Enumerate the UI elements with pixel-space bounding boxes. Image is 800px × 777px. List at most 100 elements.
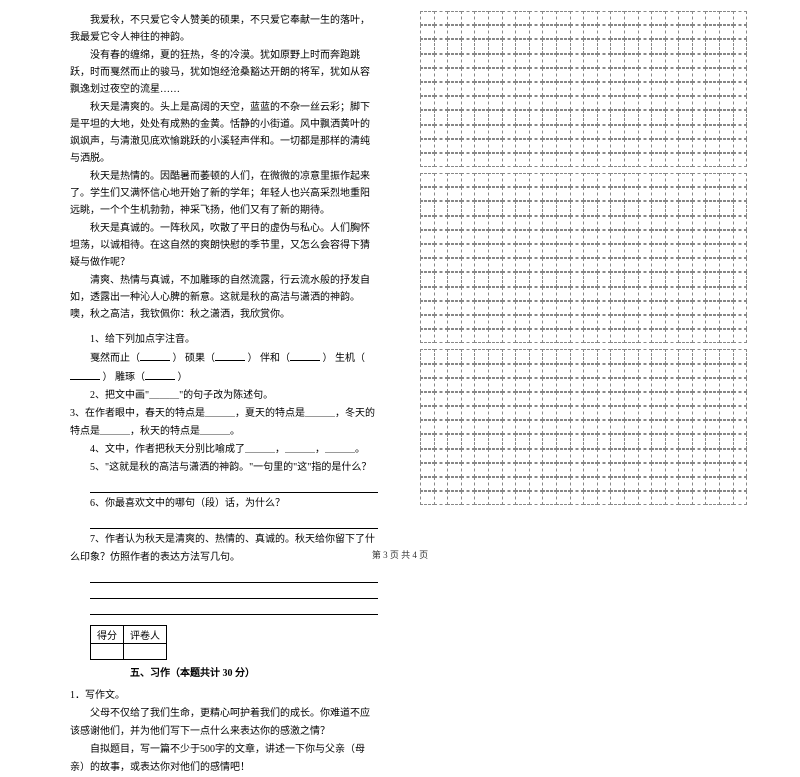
grid-cell: [624, 153, 639, 167]
grid-cell: [638, 329, 653, 343]
grid-cell: [692, 125, 707, 139]
grid-cell: [529, 349, 544, 363]
grid-cell: [597, 477, 612, 491]
grid-cell: [705, 463, 720, 477]
grid-cell: [665, 315, 680, 329]
passage-p2: 没有春的缠绵，夏的狂热，冬的冷漠。犹如原野上时而奔跑跳跃，时而戛然而止的骏马，犹…: [70, 47, 378, 98]
grid-cell: [733, 125, 748, 139]
grid-cell: [692, 463, 707, 477]
grid-cell: [488, 315, 503, 329]
grid-row: [420, 55, 770, 69]
grid-cell: [502, 11, 517, 25]
grid-cell: [542, 258, 557, 272]
grid-cell: [733, 378, 748, 392]
grid-cell: [474, 216, 489, 230]
grid-cell: [474, 315, 489, 329]
grid-cell: [583, 420, 598, 434]
grid-cell: [502, 153, 517, 167]
grid-cell: [678, 491, 693, 505]
grid-cell: [542, 406, 557, 420]
blank: [140, 349, 170, 361]
grid-cell: [570, 96, 585, 110]
grid-cell: [434, 139, 449, 153]
grid-cell: [542, 491, 557, 505]
grid-cell: [597, 39, 612, 53]
grid-cell: [434, 434, 449, 448]
grid-cell: [678, 173, 693, 187]
grid-cell: [556, 258, 571, 272]
grid-cell: [610, 153, 625, 167]
grid-cell: [542, 364, 557, 378]
grid-cell: [733, 364, 748, 378]
grid-cell: [556, 54, 571, 68]
writing-p2: 自拟题目，写一篇不少于500字的文章，讲述一下你与父亲（母亲）的故事，或表达你对…: [70, 741, 378, 777]
grid-cell: [447, 449, 462, 463]
grid-cell: [447, 329, 462, 343]
grid-cell: [420, 287, 435, 301]
grid-cell: [420, 54, 435, 68]
grid-cell: [678, 25, 693, 39]
grid-cell: [665, 301, 680, 315]
passage-p3: 秋天是清爽的。头上是高阔的天空，蓝蓝的不杂一丝云彩；脚下是平坦的大地，处处有成熟…: [70, 99, 378, 167]
grid-cell: [719, 153, 734, 167]
grid-cell: [461, 449, 476, 463]
grid-cell: [447, 491, 462, 505]
blank: [290, 349, 320, 361]
grid-cell: [488, 110, 503, 124]
grid-cell: [529, 392, 544, 406]
grid-cell: [665, 96, 680, 110]
grid-cell: [583, 187, 598, 201]
grid-cell: [610, 434, 625, 448]
grid-row: [420, 40, 770, 54]
grid-cell: [733, 477, 748, 491]
grid-cell: [502, 463, 517, 477]
grid-cell: [692, 329, 707, 343]
grid-cell: [556, 139, 571, 153]
grid-cell: [461, 230, 476, 244]
grid-cell: [719, 463, 734, 477]
grid-row: [420, 350, 770, 364]
grid-cell: [447, 125, 462, 139]
grid-cell: [542, 420, 557, 434]
grid-cell: [597, 378, 612, 392]
grid-cell: [678, 54, 693, 68]
grid-cell: [638, 301, 653, 315]
grid-cell: [529, 364, 544, 378]
grid-cell: [556, 39, 571, 53]
grid-cell: [610, 96, 625, 110]
q6: 6、你最喜欢文中的哪句（段）话，为什么？: [70, 495, 378, 513]
grid-cell: [420, 25, 435, 39]
grid-cell: [556, 449, 571, 463]
grid-cell: [542, 463, 557, 477]
grid-cell: [733, 201, 748, 215]
grid-cell: [610, 301, 625, 315]
grid-cell: [624, 25, 639, 39]
grid-cell: [624, 287, 639, 301]
answer-line: [90, 585, 378, 599]
grid-cell: [570, 11, 585, 25]
grid-cell: [434, 349, 449, 363]
grid-cell: [447, 110, 462, 124]
grid-cell: [610, 39, 625, 53]
grid-cell: [733, 230, 748, 244]
grid-cell: [597, 173, 612, 187]
grid-cell: [461, 287, 476, 301]
grid-cell: [570, 68, 585, 82]
grid-cell: [678, 392, 693, 406]
grid-cell: [624, 449, 639, 463]
grid-cell: [651, 39, 666, 53]
grid-cell: [420, 364, 435, 378]
grid-cell: [638, 272, 653, 286]
grid-cell: [705, 364, 720, 378]
grid-cell: [651, 349, 666, 363]
grid-cell: [638, 110, 653, 124]
grid-cell: [556, 68, 571, 82]
grid-cell: [610, 272, 625, 286]
grid-cell: [597, 491, 612, 505]
q5: 5、"这就是秋的高洁与潇洒的神韵。"一句里的"这"指的是什么？: [70, 459, 378, 477]
grid-cell: [719, 216, 734, 230]
grid-cell: [474, 187, 489, 201]
grid-cell: [461, 39, 476, 53]
grid-cell: [461, 378, 476, 392]
grid-cell: [420, 110, 435, 124]
